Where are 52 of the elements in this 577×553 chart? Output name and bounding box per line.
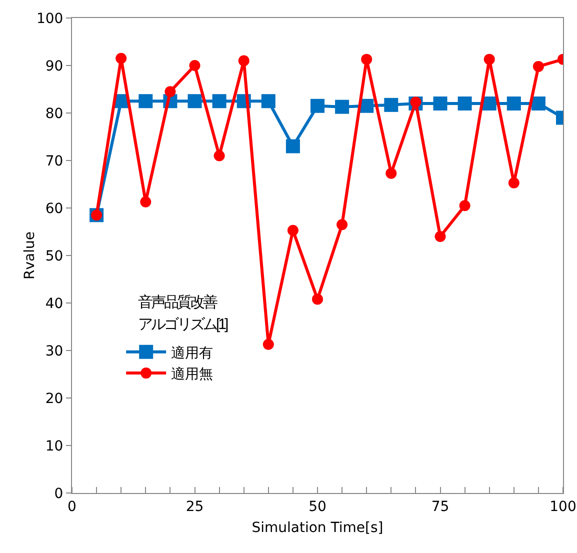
point (140, 196, 152, 208)
y-tick-label: 90 (45, 58, 64, 74)
point (214, 150, 225, 162)
point (238, 55, 250, 66)
point (361, 54, 372, 65)
point (458, 96, 472, 110)
y-tick-label: 40 (45, 296, 64, 312)
y-axis-title: Rvalue (22, 232, 38, 280)
point (459, 200, 470, 212)
y-tick-label: 60 (45, 200, 64, 217)
point (336, 219, 348, 230)
legend-title: 音声品質改善アルゴリズム[1] (138, 293, 227, 335)
legend-label: 適用無 (171, 366, 214, 383)
point (386, 168, 397, 179)
x-tick-label: 25 (186, 498, 204, 515)
point (212, 94, 226, 108)
y-tick-label: 10 (45, 438, 64, 454)
point (482, 96, 496, 110)
x-tick-label: 100 (550, 498, 576, 515)
point (287, 224, 298, 236)
x-tick-label: 0 (68, 498, 76, 515)
y-tick-label: 100 (36, 10, 64, 27)
point (532, 60, 544, 72)
point (164, 86, 176, 98)
y-tick-label: 50 (45, 248, 64, 264)
point (286, 139, 300, 154)
point (138, 94, 153, 108)
point (531, 96, 546, 110)
y-tick-label: 20 (45, 390, 64, 407)
y-tick-label: 80 (45, 106, 64, 122)
point (434, 231, 446, 242)
point (312, 294, 323, 305)
point (506, 96, 521, 110)
point (116, 52, 127, 64)
x-tick-label: 50 (308, 498, 326, 515)
x-tick-label: 75 (431, 498, 450, 515)
point (262, 338, 274, 350)
y-tick-label: 30 (45, 343, 64, 360)
x-axis-title: Simulation Time[s] (252, 520, 384, 536)
point (508, 177, 520, 188)
point (189, 60, 200, 71)
point (484, 54, 495, 65)
point (310, 98, 324, 113)
point (261, 94, 276, 108)
y-tick-label: 70 (45, 153, 64, 170)
point (188, 94, 202, 108)
point (433, 96, 448, 110)
point (335, 100, 350, 114)
y-tick-label: 0 (54, 486, 64, 502)
legend-label: 適用有 (171, 345, 214, 362)
point (410, 96, 422, 108)
point (384, 98, 398, 112)
